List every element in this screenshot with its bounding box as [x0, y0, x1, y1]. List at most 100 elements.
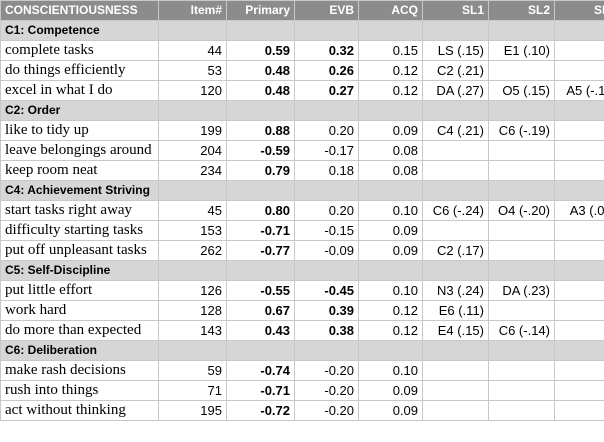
section-empty-cell[interactable] [226, 20, 295, 41]
section-empty-cell[interactable] [488, 340, 555, 361]
section-empty-cell[interactable] [226, 260, 295, 281]
evb-loading-cell[interactable]: 0.32 [294, 40, 359, 61]
sl3-cell[interactable] [554, 380, 604, 401]
section-title[interactable]: C2: Order [0, 100, 159, 121]
acq-loading-cell[interactable]: 0.08 [358, 140, 423, 161]
sl1-cell[interactable]: C6 (-.24) [422, 200, 489, 221]
sl3-cell[interactable]: A3 (.09) [554, 200, 604, 221]
sl1-cell[interactable]: C2 (.17) [422, 240, 489, 261]
acq-loading-cell[interactable]: 0.09 [358, 400, 423, 421]
item-label-cell[interactable]: leave belongings around [0, 140, 159, 161]
primary-loading-cell[interactable]: -0.72 [226, 400, 295, 421]
sl1-cell[interactable] [422, 380, 489, 401]
section-title[interactable]: C4: Achievement Striving [0, 180, 159, 201]
item-number-cell[interactable]: 195 [158, 400, 227, 421]
primary-loading-cell[interactable]: 0.88 [226, 120, 295, 141]
item-number-cell[interactable]: 199 [158, 120, 227, 141]
sl2-cell[interactable]: O4 (-.20) [488, 200, 555, 221]
evb-loading-cell[interactable]: -0.09 [294, 240, 359, 261]
sl3-cell[interactable] [554, 400, 604, 421]
header-cell-trait[interactable]: CONSCIENTIOUSNESS [0, 0, 159, 21]
sl1-cell[interactable]: N3 (.24) [422, 280, 489, 301]
section-empty-cell[interactable] [358, 260, 423, 281]
sl3-cell[interactable] [554, 280, 604, 301]
item-label-cell[interactable]: keep room neat [0, 160, 159, 181]
primary-loading-cell[interactable]: -0.74 [226, 360, 295, 381]
section-empty-cell[interactable] [294, 100, 359, 121]
item-label-cell[interactable]: put off unpleasant tasks [0, 240, 159, 261]
section-empty-cell[interactable] [488, 260, 555, 281]
evb-loading-cell[interactable]: 0.39 [294, 300, 359, 321]
section-empty-cell[interactable] [158, 100, 227, 121]
section-empty-cell[interactable] [226, 100, 295, 121]
acq-loading-cell[interactable]: 0.12 [358, 80, 423, 101]
sl1-cell[interactable]: DA (.27) [422, 80, 489, 101]
sl3-cell[interactable] [554, 240, 604, 261]
acq-loading-cell[interactable]: 0.10 [358, 200, 423, 221]
section-empty-cell[interactable] [488, 180, 555, 201]
primary-loading-cell[interactable]: -0.55 [226, 280, 295, 301]
item-number-cell[interactable]: 44 [158, 40, 227, 61]
evb-loading-cell[interactable]: 0.20 [294, 200, 359, 221]
sl3-cell[interactable] [554, 160, 604, 181]
primary-loading-cell[interactable]: -0.71 [226, 380, 295, 401]
item-number-cell[interactable]: 71 [158, 380, 227, 401]
section-empty-cell[interactable] [294, 340, 359, 361]
evb-loading-cell[interactable]: -0.20 [294, 360, 359, 381]
section-empty-cell[interactable] [422, 260, 489, 281]
acq-loading-cell[interactable]: 0.12 [358, 300, 423, 321]
section-empty-cell[interactable] [358, 180, 423, 201]
section-empty-cell[interactable] [422, 340, 489, 361]
acq-loading-cell[interactable]: 0.12 [358, 60, 423, 81]
sl2-cell[interactable] [488, 160, 555, 181]
evb-loading-cell[interactable]: 0.18 [294, 160, 359, 181]
sl3-cell[interactable] [554, 60, 604, 81]
evb-loading-cell[interactable]: 0.27 [294, 80, 359, 101]
item-number-cell[interactable]: 120 [158, 80, 227, 101]
evb-loading-cell[interactable]: 0.38 [294, 320, 359, 341]
section-empty-cell[interactable] [554, 340, 604, 361]
section-empty-cell[interactable] [554, 20, 604, 41]
item-label-cell[interactable]: complete tasks [0, 40, 159, 61]
section-empty-cell[interactable] [358, 340, 423, 361]
evb-loading-cell[interactable]: -0.15 [294, 220, 359, 241]
sl1-cell[interactable]: E6 (.11) [422, 300, 489, 321]
primary-loading-cell[interactable]: 0.48 [226, 60, 295, 81]
item-label-cell[interactable]: do more than expected [0, 320, 159, 341]
item-number-cell[interactable]: 153 [158, 220, 227, 241]
section-empty-cell[interactable] [554, 260, 604, 281]
sl3-cell[interactable] [554, 220, 604, 241]
sl2-cell[interactable] [488, 300, 555, 321]
sl3-cell[interactable] [554, 320, 604, 341]
acq-loading-cell[interactable]: 0.12 [358, 320, 423, 341]
header-cell-item[interactable]: Item# [158, 0, 227, 21]
section-empty-cell[interactable] [422, 20, 489, 41]
section-empty-cell[interactable] [488, 100, 555, 121]
sl1-cell[interactable] [422, 360, 489, 381]
item-label-cell[interactable]: excel in what I do [0, 80, 159, 101]
header-cell-sl1[interactable]: SL1 [422, 0, 489, 21]
sl2-cell[interactable]: C6 (-.19) [488, 120, 555, 141]
section-empty-cell[interactable] [158, 260, 227, 281]
header-cell-sl2[interactable]: SL2 [488, 0, 555, 21]
section-empty-cell[interactable] [158, 340, 227, 361]
sl2-cell[interactable] [488, 220, 555, 241]
sl2-cell[interactable]: E1 (.10) [488, 40, 555, 61]
item-number-cell[interactable]: 126 [158, 280, 227, 301]
section-empty-cell[interactable] [294, 260, 359, 281]
item-label-cell[interactable]: rush into things [0, 380, 159, 401]
item-label-cell[interactable]: act without thinking [0, 400, 159, 421]
sl2-cell[interactable]: O5 (.15) [488, 80, 555, 101]
sl1-cell[interactable]: C4 (.21) [422, 120, 489, 141]
evb-loading-cell[interactable]: -0.17 [294, 140, 359, 161]
sl2-cell[interactable] [488, 60, 555, 81]
primary-loading-cell[interactable]: 0.59 [226, 40, 295, 61]
acq-loading-cell[interactable]: 0.10 [358, 280, 423, 301]
sl1-cell[interactable] [422, 160, 489, 181]
primary-loading-cell[interactable]: 0.80 [226, 200, 295, 221]
item-number-cell[interactable]: 128 [158, 300, 227, 321]
sl2-cell[interactable] [488, 140, 555, 161]
section-empty-cell[interactable] [226, 180, 295, 201]
sl3-cell[interactable] [554, 120, 604, 141]
item-number-cell[interactable]: 262 [158, 240, 227, 261]
